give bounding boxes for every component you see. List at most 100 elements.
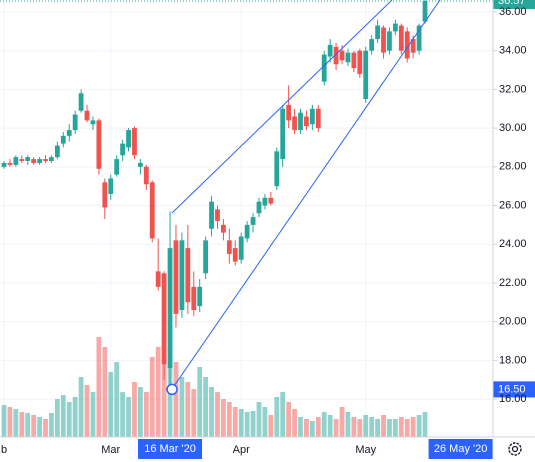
volume-bar xyxy=(309,421,315,437)
volume-bar xyxy=(422,412,428,437)
candle-body xyxy=(280,108,286,160)
candle-body xyxy=(327,44,333,57)
volume-bar xyxy=(72,397,78,437)
volume-bar xyxy=(232,407,238,437)
time-marker-label: 26 May '20 xyxy=(434,443,487,455)
candle-body xyxy=(416,25,422,51)
y-tick-label: 36.00 xyxy=(499,6,527,18)
volume-bar xyxy=(292,409,297,437)
volume-bar xyxy=(363,415,369,437)
volume-bar xyxy=(250,411,256,437)
volume-bar xyxy=(49,413,54,437)
channel-lower[interactable] xyxy=(171,0,441,390)
candle-body xyxy=(262,197,268,206)
volume-bar xyxy=(286,402,292,437)
marker-price-label: 16.50 xyxy=(498,383,526,395)
volume-bar xyxy=(274,397,280,437)
y-tick-label: 18.00 xyxy=(499,354,527,366)
candle-body xyxy=(345,52,351,63)
volume-bar xyxy=(54,399,60,437)
volume-bar xyxy=(96,337,102,437)
gear-outer[interactable] xyxy=(508,442,522,456)
candle-body xyxy=(43,159,48,162)
volume-bar xyxy=(1,405,7,437)
candles xyxy=(1,0,428,390)
volume-bar xyxy=(387,419,392,437)
candle-body xyxy=(309,108,315,125)
candle-body xyxy=(363,50,369,100)
x-tick-label: May xyxy=(355,444,376,456)
candle-body xyxy=(203,240,209,274)
candle-body xyxy=(78,93,84,111)
volume-bar xyxy=(268,415,274,437)
volume-bar xyxy=(102,347,108,437)
candle-body xyxy=(292,116,297,131)
candle-body xyxy=(226,240,232,254)
candle-body xyxy=(149,182,155,239)
x-tick-label: Mar xyxy=(101,444,120,456)
candle-body xyxy=(37,159,42,163)
volume-bar xyxy=(161,332,167,437)
candle-body xyxy=(304,116,309,127)
volume-bar xyxy=(256,402,262,437)
volume-bar xyxy=(203,377,209,437)
volume-bar xyxy=(191,389,197,437)
gear-inner[interactable] xyxy=(511,445,519,453)
candle-body xyxy=(256,201,262,214)
volume-bar xyxy=(345,412,351,437)
candle-body xyxy=(351,52,357,69)
candle-body xyxy=(60,135,66,144)
candle-body xyxy=(25,157,31,162)
candle-body xyxy=(54,145,60,158)
volume-bar xyxy=(351,417,357,437)
candle-body xyxy=(66,130,72,136)
candle-body xyxy=(49,157,54,162)
anchor-point xyxy=(166,383,178,396)
volume-bar xyxy=(13,409,19,437)
candle-body xyxy=(19,159,25,162)
volume-bar xyxy=(37,417,42,437)
candle-body xyxy=(179,240,185,311)
volume-bar xyxy=(209,387,214,437)
candle-body xyxy=(72,114,78,131)
candle-body xyxy=(274,151,280,187)
volume-bar xyxy=(137,387,143,437)
volume-bar xyxy=(416,415,422,437)
channel-upper[interactable] xyxy=(171,0,393,214)
y-tick-label: 24.00 xyxy=(499,238,527,250)
volume-bar xyxy=(132,382,137,437)
candle-body xyxy=(339,50,345,61)
volume-bar xyxy=(66,402,72,437)
time-marker-box xyxy=(428,439,493,459)
y-tick-label: 20.00 xyxy=(499,316,527,328)
volume-bar xyxy=(173,362,179,437)
candle-body xyxy=(185,248,191,303)
volume-bar xyxy=(333,419,339,437)
candle-body xyxy=(404,31,410,59)
candle-body xyxy=(398,25,404,51)
candle-body xyxy=(120,143,125,156)
volume-bar xyxy=(185,382,191,437)
volume-bar xyxy=(114,362,120,437)
volume-bar xyxy=(197,367,203,437)
candle-body xyxy=(321,54,327,82)
last-price-box xyxy=(493,0,535,9)
candle-body xyxy=(232,248,238,262)
candle-body xyxy=(244,224,250,239)
candle-body xyxy=(422,0,428,22)
candle-body xyxy=(298,112,303,131)
y-tick-label: 16.00 xyxy=(499,393,527,405)
volume-bar xyxy=(375,419,380,437)
candle-body xyxy=(375,25,380,40)
candle-body xyxy=(161,273,167,365)
settings-icon[interactable] xyxy=(508,442,522,456)
candle-body xyxy=(96,120,102,169)
volume-bar xyxy=(143,392,149,437)
y-tick-label: 32.00 xyxy=(499,83,527,95)
volume-bar xyxy=(280,392,286,437)
candle-body xyxy=(102,182,108,208)
candle-body xyxy=(13,157,19,165)
volume-bar xyxy=(298,417,303,437)
candle-body xyxy=(315,108,321,129)
